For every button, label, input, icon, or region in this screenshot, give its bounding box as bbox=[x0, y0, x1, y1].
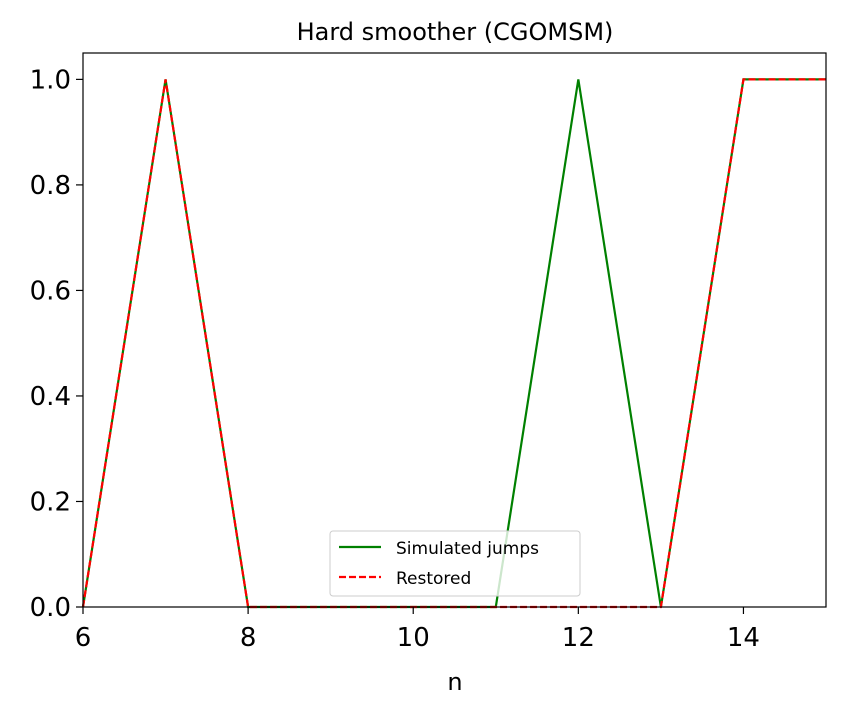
x-tick-label: 14 bbox=[727, 623, 760, 653]
chart-title: Hard smoother (CGOMSM) bbox=[297, 18, 614, 46]
x-axis: 6 8 10 12 14 bbox=[75, 607, 760, 653]
legend: Simulated jumps Restored bbox=[329, 530, 581, 597]
y-tick-label: 0.8 bbox=[30, 171, 71, 201]
legend-label-restored: Restored bbox=[396, 569, 471, 589]
series-line-simulated-jumps bbox=[81, 78, 826, 609]
series-layer bbox=[81, 78, 826, 609]
legend-box bbox=[329, 530, 581, 597]
y-tick-label: 0.6 bbox=[30, 276, 71, 306]
series-line-restored bbox=[81, 78, 826, 609]
y-tick-label: 0.4 bbox=[30, 382, 71, 412]
y-tick-label: 0.2 bbox=[30, 487, 71, 517]
x-tick-label: 6 bbox=[75, 623, 92, 653]
y-tick-label: 1.0 bbox=[30, 65, 71, 95]
legend-label-simulated-jumps: Simulated jumps bbox=[396, 539, 539, 559]
x-tick-label: 8 bbox=[240, 623, 257, 653]
plot-frame bbox=[82, 52, 827, 608]
x-tick-label: 12 bbox=[562, 623, 595, 653]
x-axis-label: n bbox=[447, 668, 462, 696]
y-tick-label: 0.0 bbox=[30, 593, 71, 623]
y-axis: 0.0 0.2 0.4 0.6 0.8 1.0 bbox=[30, 65, 83, 623]
x-tick-label: 10 bbox=[397, 623, 430, 653]
